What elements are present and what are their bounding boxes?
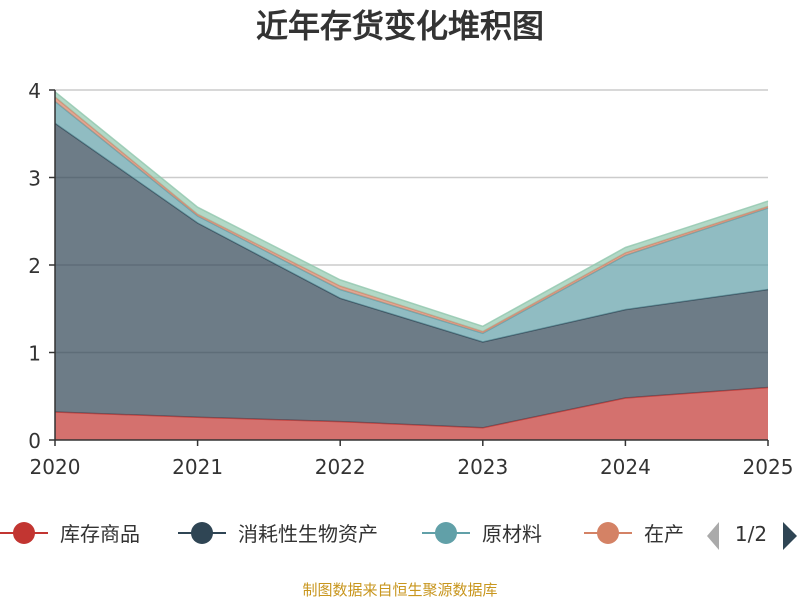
area-series-1 xyxy=(55,387,768,440)
triangle-left-icon[interactable] xyxy=(707,522,719,550)
y-tick-label: 4 xyxy=(28,79,41,103)
area-series-line-5 xyxy=(54,91,769,328)
legend: 库存商品 消耗性生物资产 原材料 在产 xyxy=(0,522,684,546)
y-tick-label: 0 xyxy=(28,429,41,453)
legend-marker xyxy=(435,522,457,544)
axes: 0 1 2 3 4 2020 2021 2022 2023 2024 2025 xyxy=(28,79,793,479)
chart-title: 近年存货变化堆积图 xyxy=(256,7,544,45)
source-note: 制图数据来自恒生聚源数据库 xyxy=(302,581,497,599)
legend-marker xyxy=(13,522,35,544)
legend-item[interactable]: 原材料 xyxy=(422,522,542,546)
x-tick-label: 2023 xyxy=(457,455,508,479)
x-tick-label: 2020 xyxy=(30,455,81,479)
legend-label: 原材料 xyxy=(482,522,542,546)
x-tick-label: 2022 xyxy=(315,455,366,479)
legend-marker xyxy=(597,522,619,544)
legend-label: 消耗性生物资产 xyxy=(238,522,378,546)
x-tick-label: 2021 xyxy=(172,455,223,479)
legend-item[interactable]: 库存商品 xyxy=(0,522,140,546)
legend-item[interactable]: 消耗性生物资产 xyxy=(178,522,378,546)
y-tick-label: 1 xyxy=(28,342,41,366)
legend-marker xyxy=(191,522,213,544)
area-series-2 xyxy=(55,123,768,428)
triangle-right-icon[interactable] xyxy=(783,522,797,550)
area-series-3 xyxy=(55,101,768,343)
legend-item[interactable]: 在产 xyxy=(584,522,684,546)
y-tick-label: 2 xyxy=(28,254,41,278)
series-areas xyxy=(54,91,769,440)
legend-label: 在产 xyxy=(644,522,684,546)
area-series-5 xyxy=(55,91,768,332)
legend-label: 库存商品 xyxy=(60,522,140,546)
y-tick-label: 3 xyxy=(28,167,41,191)
legend-page-indicator: 1/2 xyxy=(735,522,767,546)
area-series-4 xyxy=(55,97,768,334)
x-tick-label: 2024 xyxy=(600,455,651,479)
x-tick-label: 2025 xyxy=(743,455,794,479)
legend-pager: 1/2 xyxy=(707,522,797,550)
